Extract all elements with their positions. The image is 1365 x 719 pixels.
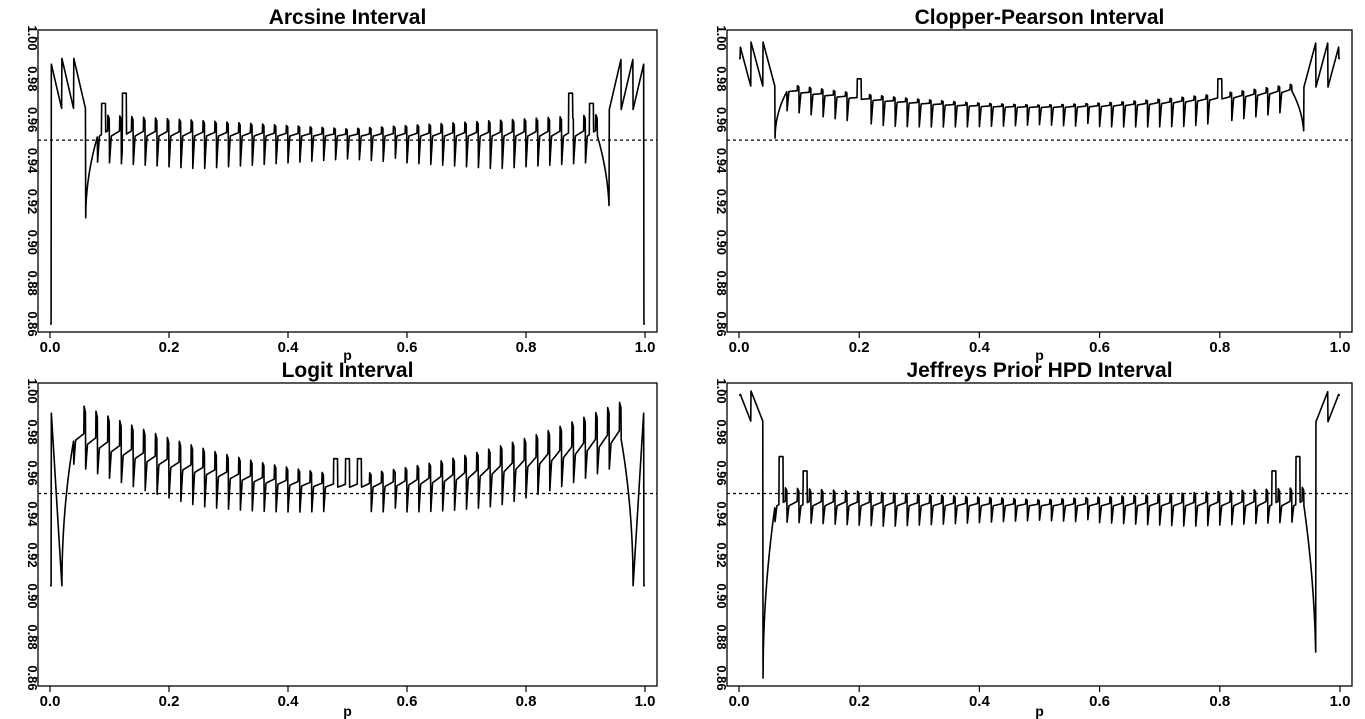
x-tick-label: 0.4 [278, 339, 300, 356]
x-tick-label: 0.2 [849, 339, 870, 356]
y-tick-label: 0.88 [25, 270, 40, 295]
x-tick-label: 0.0 [729, 693, 750, 710]
x-axis-label: p [343, 347, 352, 363]
y-tick-label: 1.00 [714, 25, 729, 50]
x-tick-label: 0.2 [159, 339, 180, 356]
y-tick-label: 0.96 [25, 107, 40, 132]
chart-panel-1: Arcsine Interval 0.0 0.2 0.4 0.6 0.8 1.0 p 0.86 0… [25, 6, 658, 363]
y-tick-label: 0.88 [25, 624, 40, 649]
x-tick-label: 0.8 [1209, 339, 1230, 356]
plot-frame [726, 382, 1353, 687]
y-tick-label: 0.96 [714, 107, 729, 132]
y-tick-label: 0.86 [25, 311, 40, 336]
plot-frame [37, 382, 658, 687]
y-tick-label: 0.94 [25, 148, 40, 174]
x-axis-label: p [343, 703, 352, 719]
plot-frame [726, 29, 1353, 333]
x-tick-label: 0.4 [969, 693, 991, 710]
y-tick-label: 0.88 [714, 624, 729, 649]
x-tick-label: 0.0 [729, 339, 750, 356]
y-tick-label: 0.90 [25, 583, 40, 608]
x-tick-label: 1.0 [1330, 339, 1351, 356]
y-tick-label: 0.98 [25, 419, 40, 444]
x-tick-label: 0.4 [278, 693, 300, 710]
x-tick-label: 0.8 [1209, 693, 1230, 710]
y-tick-label: 0.98 [714, 419, 729, 444]
chart-title: Clopper-Pearson Interval [915, 6, 1165, 29]
coverage-series-line [49, 401, 646, 587]
y-tick-label: 0.96 [25, 460, 40, 485]
chart-title: Logit Interval [282, 359, 414, 382]
x-tick-label: 1.0 [1330, 693, 1351, 710]
y-tick-label: 0.90 [714, 583, 729, 608]
x-tick-label: 0.2 [849, 693, 870, 710]
chart-panel-3: Logit Interval 0.0 0.2 0.4 0.6 0.8 1.0 p 0.86 0.8… [25, 359, 658, 719]
x-tick-label: 0.6 [397, 693, 418, 710]
x-tick-label: 0.6 [397, 339, 418, 356]
y-tick-label: 0.88 [714, 270, 729, 295]
x-axis-label: p [1035, 703, 1044, 719]
chart-title: Jeffreys Prior HPD Interval [906, 359, 1172, 382]
y-tick-label: 0.92 [25, 542, 40, 567]
chart-panel-2: Clopper-Pearson Interval 0.0 0.2 0.4 0.6 0.8 1… [714, 6, 1353, 363]
y-tick-label: 0.94 [714, 148, 729, 174]
coverage-series-line [738, 41, 1341, 139]
y-tick-label: 1.00 [714, 378, 729, 403]
y-tick-label: 0.98 [25, 66, 40, 91]
x-tick-label: 0.8 [516, 693, 537, 710]
x-tick-label: 0.8 [516, 339, 537, 356]
y-tick-label: 0.86 [25, 665, 40, 690]
y-tick-label: 0.94 [25, 501, 40, 527]
y-tick-label: 0.86 [714, 311, 729, 336]
x-tick-label: 0.4 [969, 339, 991, 356]
x-tick-label: 0.0 [40, 693, 61, 710]
chart-title: Arcsine Interval [269, 6, 427, 29]
y-tick-label: 0.86 [714, 665, 729, 690]
x-axis-label: p [1035, 347, 1044, 363]
x-tick-label: 1.0 [635, 693, 656, 710]
x-tick-label: 0.2 [159, 693, 180, 710]
y-tick-label: 0.90 [714, 230, 729, 255]
coverage-series-line [49, 57, 646, 325]
y-tick-label: 1.00 [25, 25, 40, 50]
chart-panel-4: Jeffreys Prior HPD Interval 0.0 0.2 0.4 0.6 0… [714, 359, 1353, 719]
coverage-series-line [738, 390, 1341, 679]
x-tick-label: 0.0 [40, 339, 61, 356]
y-tick-label: 0.96 [714, 460, 729, 485]
x-tick-label: 1.0 [635, 339, 656, 356]
y-tick-label: 0.90 [25, 230, 40, 255]
y-tick-label: 1.00 [25, 378, 40, 403]
y-tick-label: 0.92 [714, 542, 729, 567]
y-tick-label: 0.98 [714, 66, 729, 91]
x-tick-label: 0.6 [1089, 339, 1110, 356]
y-tick-label: 0.92 [714, 189, 729, 214]
x-tick-label: 0.6 [1089, 693, 1110, 710]
y-tick-label: 0.92 [25, 189, 40, 214]
plot-frame [37, 29, 658, 333]
y-tick-label: 0.94 [714, 501, 729, 527]
